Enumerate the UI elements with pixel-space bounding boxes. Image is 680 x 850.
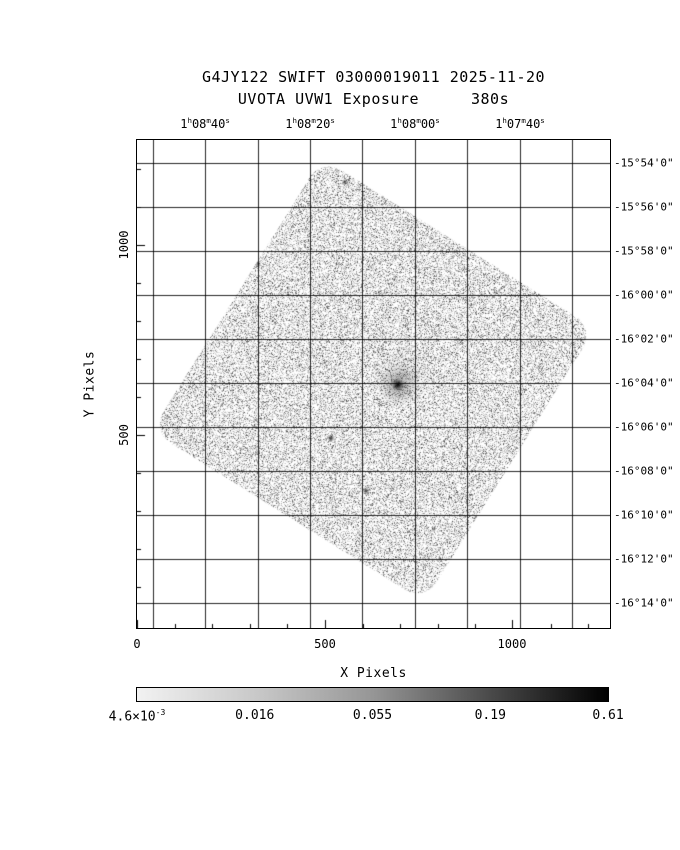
- y-pixel-tick-label: 500: [117, 424, 131, 446]
- dec-tick-label: -16°08'0": [614, 465, 674, 478]
- colorbar-gradient: [136, 687, 609, 702]
- colorbar-value-label: 0.016: [235, 708, 274, 723]
- top-axis-ra-labels: 1h08m40s 1h08m20s 1h08m00s 1h07m40s: [137, 116, 610, 134]
- dec-tick-label: -16°02'0": [614, 333, 674, 346]
- colorbar-tick-labels: 4.6×10-3 0.016 0.055 0.19 0.61: [137, 708, 608, 726]
- subtitle-exposure-time: 380s: [471, 90, 509, 108]
- x-pixel-tick-label: 500: [314, 637, 336, 651]
- colorbar-value-label: 0.61: [592, 708, 623, 723]
- dec-tick-label: -16°00'0": [614, 289, 674, 302]
- dec-tick-label: -16°14'0": [614, 597, 674, 610]
- dec-tick-label: -15°54'0": [614, 156, 674, 169]
- ra-tick-label: 1h07m40s: [495, 116, 545, 131]
- y-axis-tick-labels: 1000 500: [0, 140, 137, 628]
- x-pixel-tick-label: 0: [133, 637, 140, 651]
- plot-title: G4JY122 SWIFT 03000019011 2025-11-20: [137, 68, 610, 86]
- ra-tick-label: 1h08m40s: [180, 116, 230, 131]
- colorbar-value-label: 0.19: [475, 708, 506, 723]
- dec-tick-label: -15°56'0": [614, 201, 674, 214]
- exposure-map-image: [137, 140, 610, 628]
- y-axis-title: Y Pixels: [83, 351, 98, 418]
- colorbar-value-label: 0.055: [353, 708, 392, 723]
- x-axis-tick-labels: 0 500 1000: [137, 637, 610, 653]
- colorbar-value-label: 4.6×10-3: [109, 708, 166, 724]
- subtitle-instrument-filter: UVOTA UVW1 Exposure: [238, 90, 419, 108]
- plot-area: [136, 139, 611, 629]
- dec-tick-label: -15°58'0": [614, 245, 674, 258]
- plot-subtitle: UVOTA UVW1 Exposure 380s: [137, 90, 610, 108]
- dec-tick-label: -16°06'0": [614, 421, 674, 434]
- dec-tick-label: -16°04'0": [614, 377, 674, 390]
- exposure-map-figure: G4JY122 SWIFT 03000019011 2025-11-20 UVO…: [0, 0, 680, 850]
- dec-tick-label: -16°10'0": [614, 509, 674, 522]
- ra-tick-label: 1h08m00s: [390, 116, 440, 131]
- x-pixel-tick-label: 1000: [498, 637, 527, 651]
- right-axis-dec-labels: -15°54'0" -15°56'0" -15°58'0" -16°00'0" -16°…: [614, 140, 680, 628]
- x-axis-title: X Pixels: [137, 666, 610, 681]
- dec-tick-label: -16°12'0": [614, 553, 674, 566]
- ra-tick-label: 1h08m20s: [285, 116, 335, 131]
- y-pixel-tick-label: 1000: [117, 231, 131, 260]
